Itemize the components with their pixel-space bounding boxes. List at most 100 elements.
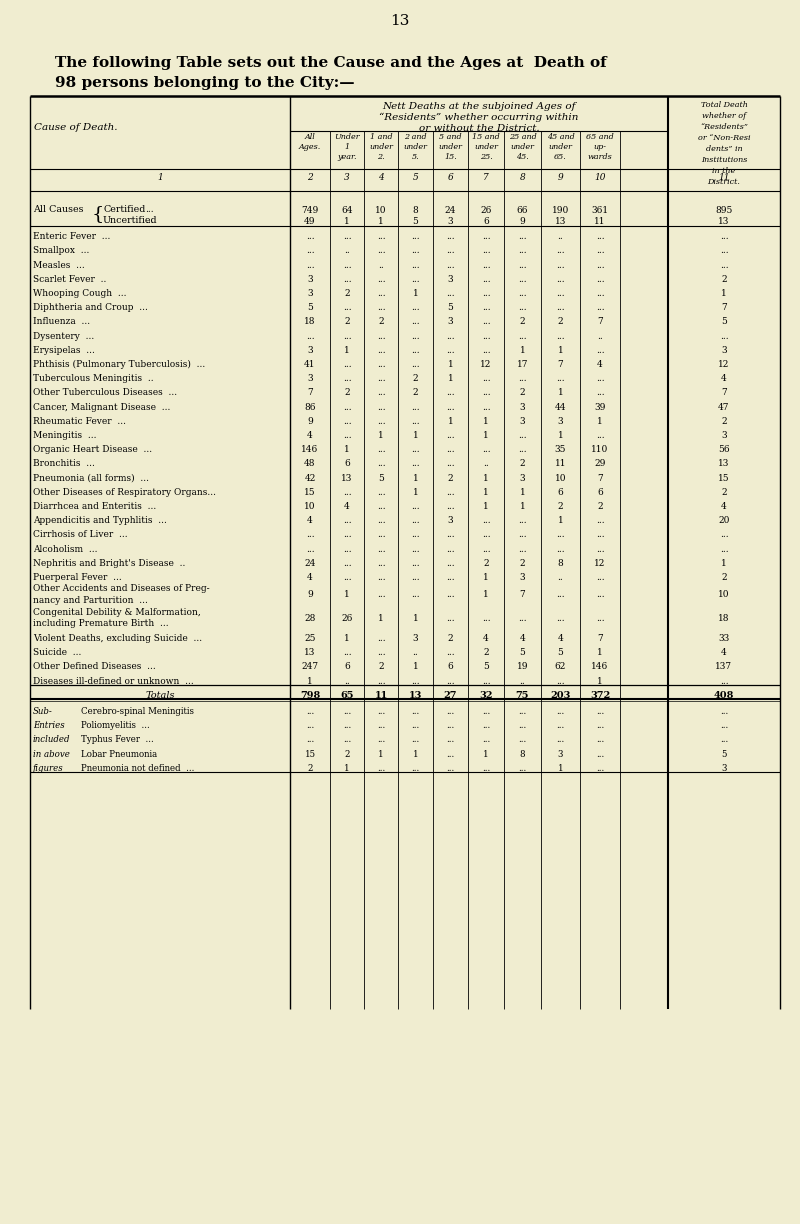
Text: Scarlet Fever  ..: Scarlet Fever .. — [33, 274, 106, 284]
Text: 1: 1 — [448, 360, 454, 368]
Text: ...: ... — [482, 246, 490, 256]
Text: 1: 1 — [378, 431, 384, 439]
Text: 5: 5 — [558, 649, 563, 657]
Text: ...: ... — [377, 375, 386, 383]
Text: Other Diseases of Respiratory Organs...: Other Diseases of Respiratory Organs... — [33, 487, 216, 497]
Text: Under
1
year.: Under 1 year. — [334, 133, 360, 162]
Text: 8: 8 — [520, 174, 526, 182]
Text: 1: 1 — [558, 517, 563, 525]
Text: Other Defined Diseases  ...: Other Defined Diseases ... — [33, 662, 156, 672]
Text: ...: ... — [377, 502, 386, 510]
Text: ...: ... — [482, 261, 490, 269]
Text: 8: 8 — [558, 558, 563, 568]
Text: ...: ... — [377, 388, 386, 398]
Text: ...: ... — [482, 545, 490, 553]
Text: ...: ... — [596, 721, 604, 731]
Text: 2: 2 — [721, 487, 727, 497]
Text: 24: 24 — [445, 206, 456, 215]
Text: Certified: Certified — [103, 204, 146, 214]
Text: 32: 32 — [479, 690, 493, 700]
Text: ...: ... — [411, 558, 420, 568]
Text: ...: ... — [411, 502, 420, 510]
Text: 3: 3 — [520, 416, 526, 426]
Text: 6: 6 — [483, 217, 489, 226]
Text: ...: ... — [377, 416, 386, 426]
Text: ...: ... — [446, 707, 454, 716]
Text: 1: 1 — [483, 431, 489, 439]
Text: ...: ... — [446, 403, 455, 411]
Text: ...: ... — [342, 261, 351, 269]
Text: ...: ... — [342, 403, 351, 411]
Text: 1: 1 — [413, 474, 418, 482]
Text: ...: ... — [482, 446, 490, 454]
Text: Sub-: Sub- — [33, 707, 53, 716]
Text: ...: ... — [446, 345, 455, 355]
Text: 19: 19 — [517, 662, 528, 672]
Text: 86: 86 — [304, 403, 316, 411]
Text: 45 and
under
65.: 45 and under 65. — [546, 133, 574, 162]
Text: 408: 408 — [714, 690, 734, 700]
Text: 1: 1 — [378, 749, 384, 759]
Text: 13: 13 — [718, 217, 730, 226]
Text: ...: ... — [518, 261, 527, 269]
Text: ...: ... — [596, 274, 604, 284]
Text: ...: ... — [446, 649, 455, 657]
Text: “Residents”: “Residents” — [700, 122, 748, 131]
Text: Nett Deaths at the subjoined Ages of: Nett Deaths at the subjoined Ages of — [382, 102, 576, 111]
Text: ...: ... — [482, 375, 490, 383]
Text: ...: ... — [596, 613, 604, 623]
Text: 1: 1 — [483, 502, 489, 510]
Text: ...: ... — [518, 274, 527, 284]
Text: ...: ... — [377, 246, 386, 256]
Text: ...: ... — [596, 590, 604, 599]
Text: ...: ... — [720, 233, 728, 241]
Text: ...: ... — [306, 233, 314, 241]
Text: 6: 6 — [344, 459, 350, 469]
Text: 4: 4 — [558, 634, 563, 643]
Text: Poliomyelitis  ...: Poliomyelitis ... — [81, 721, 150, 731]
Text: ...: ... — [306, 530, 314, 540]
Text: 6: 6 — [344, 662, 350, 672]
Text: 1: 1 — [344, 590, 350, 599]
Text: 12: 12 — [594, 558, 606, 568]
Text: 7: 7 — [597, 317, 603, 327]
Text: ...: ... — [411, 545, 420, 553]
Text: 66: 66 — [517, 206, 528, 215]
Text: 62: 62 — [555, 662, 566, 672]
Text: 65: 65 — [340, 690, 354, 700]
Text: Total Death: Total Death — [701, 102, 747, 109]
Text: ...: ... — [596, 261, 604, 269]
Text: ...: ... — [556, 590, 565, 599]
Text: 5: 5 — [483, 662, 489, 672]
Text: Cancer, Malignant Disease  ...: Cancer, Malignant Disease ... — [33, 403, 170, 411]
Text: 5: 5 — [447, 304, 454, 312]
Text: 10: 10 — [554, 474, 566, 482]
Text: ...: ... — [556, 274, 565, 284]
Text: ...: ... — [377, 517, 386, 525]
Text: ...: ... — [411, 446, 420, 454]
Text: 3: 3 — [413, 634, 418, 643]
Text: Other Accidents and Diseases of Preg-
nancy and Parturition  ...: Other Accidents and Diseases of Preg- na… — [33, 584, 210, 605]
Text: 1: 1 — [307, 677, 313, 685]
Text: 25: 25 — [304, 634, 316, 643]
Text: ..: .. — [413, 649, 418, 657]
Text: ..: .. — [558, 573, 563, 581]
Text: ...: ... — [446, 246, 455, 256]
Text: ...: ... — [377, 590, 386, 599]
Text: ...: ... — [446, 261, 455, 269]
Text: 3: 3 — [520, 573, 526, 581]
Text: ...: ... — [482, 707, 490, 716]
Text: ...: ... — [377, 304, 386, 312]
Text: ...: ... — [556, 721, 565, 731]
Text: ...: ... — [720, 530, 728, 540]
Text: Diphtheria and Croup  ...: Diphtheria and Croup ... — [33, 304, 148, 312]
Text: 18: 18 — [304, 317, 316, 327]
Text: 1: 1 — [558, 345, 563, 355]
Text: ...: ... — [342, 375, 351, 383]
Text: 2 and
under
5.: 2 and under 5. — [403, 133, 427, 162]
Text: 3: 3 — [448, 274, 454, 284]
Text: 6: 6 — [448, 174, 454, 182]
Text: 2: 2 — [344, 388, 350, 398]
Text: 2: 2 — [413, 375, 418, 383]
Text: 39: 39 — [594, 403, 606, 411]
